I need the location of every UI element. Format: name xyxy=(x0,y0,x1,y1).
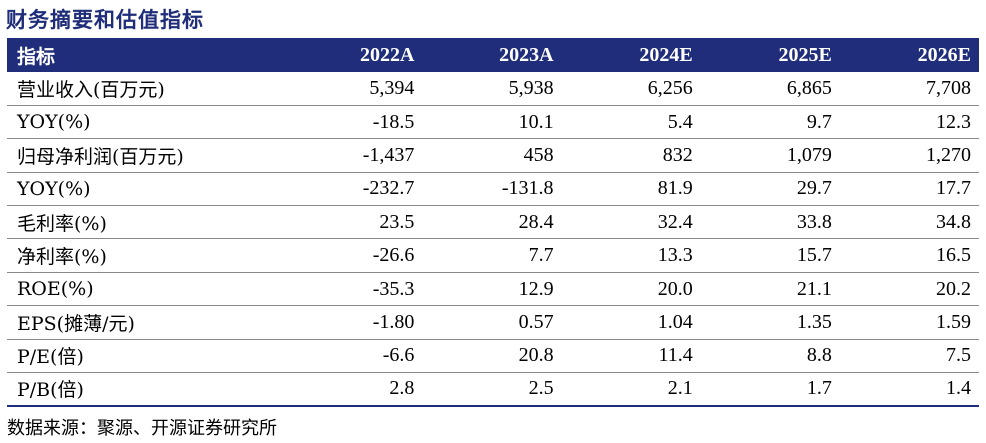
row-label: EPS(摊薄/元) xyxy=(17,312,135,335)
table-row: YOY(%) -232.7 -131.8 81.9 29.7 17.7 xyxy=(7,172,979,206)
financial-summary-table-container: 指标 2022A 2023A 2024E 2025E 2026E 营业收入(百万… xyxy=(7,38,979,407)
table-row: 毛利率(%) 23.5 28.4 32.4 33.8 34.8 xyxy=(7,206,979,239)
table-cell: 21.1 xyxy=(796,277,832,300)
row-label: P/E(倍) xyxy=(17,346,84,369)
table-cell: 5,938 xyxy=(508,76,554,99)
table-cell: -131.8 xyxy=(501,177,554,200)
table-cell: 1.35 xyxy=(796,310,832,333)
table-cell: 28.4 xyxy=(518,210,554,233)
row-label: ROE(%) xyxy=(17,278,94,301)
header-cell-2025e: 2025E xyxy=(778,43,832,66)
table-cell: 5.4 xyxy=(667,110,693,133)
table-cell: -1,437 xyxy=(362,143,415,166)
table-cell: 6,256 xyxy=(647,76,693,99)
row-label: 归母净利润(百万元) xyxy=(17,145,184,168)
row-label: 净利率(%) xyxy=(17,246,107,269)
table-row: P/E(倍) -6.6 20.8 11.4 8.8 7.5 xyxy=(7,339,979,373)
table-cell: 16.5 xyxy=(936,244,971,267)
table-cell: 12.3 xyxy=(936,110,971,133)
table-row: 归母净利润(百万元) -1,437 458 832 1,079 1,270 xyxy=(7,139,979,173)
table-cell: 832 xyxy=(662,143,693,166)
table-cell: -26.6 xyxy=(372,244,415,267)
table-cell: 7.5 xyxy=(946,344,971,367)
table-cell: 7,708 xyxy=(926,76,971,99)
row-label: 营业收入(百万元) xyxy=(17,78,165,101)
table-row: 营业收入(百万元) 5,394 5,938 6,256 6,865 7,708 xyxy=(7,72,979,106)
table-cell: 20.2 xyxy=(936,277,971,300)
table-cell: 0.57 xyxy=(518,310,554,333)
table-cell: -18.5 xyxy=(372,110,415,133)
table-cell: 458 xyxy=(523,143,554,166)
table-cell: 20.0 xyxy=(657,277,693,300)
table-cell: 29.7 xyxy=(796,177,832,200)
table-row: 净利率(%) -26.6 7.7 13.3 15.7 16.5 xyxy=(7,239,979,273)
table-cell: 15.7 xyxy=(796,244,832,267)
table-row: P/B(倍) 2.8 2.5 2.1 1.7 1.4 xyxy=(7,373,979,406)
table-cell: 1.59 xyxy=(936,310,971,333)
row-label: YOY(%) xyxy=(17,177,91,200)
table-cell: 1,079 xyxy=(786,143,832,166)
header-cell-2026e: 2026E xyxy=(917,43,971,66)
table-cell: 2.1 xyxy=(667,377,693,400)
table-header-row: 指标 2022A 2023A 2024E 2025E 2026E xyxy=(7,38,979,72)
table-row: EPS(摊薄/元) -1.80 0.57 1.04 1.35 1.59 xyxy=(7,306,979,340)
table-row: YOY(%) -18.5 10.1 5.4 9.7 12.3 xyxy=(7,105,979,139)
table-cell: 10.1 xyxy=(518,110,554,133)
table-cell: 1.7 xyxy=(806,377,832,400)
table-row: ROE(%) -35.3 12.9 20.0 21.1 20.2 xyxy=(7,272,979,306)
table-cell: 8.8 xyxy=(806,344,832,367)
table-cell: 33.8 xyxy=(796,210,832,233)
header-cell-indicator: 指标 xyxy=(17,45,56,68)
table-cell: 20.8 xyxy=(518,344,554,367)
table-cell: 17.7 xyxy=(936,177,971,200)
table-cell: 34.8 xyxy=(936,210,971,233)
table-cell: 12.9 xyxy=(518,277,554,300)
table-cell: 32.4 xyxy=(657,210,693,233)
table-cell: 2.8 xyxy=(389,377,415,400)
table-cell: 81.9 xyxy=(657,177,693,200)
table-cell: -1.80 xyxy=(372,310,415,333)
table-cell: -232.7 xyxy=(362,177,415,200)
table-cell: 11.4 xyxy=(658,344,693,367)
table-cell: 7.7 xyxy=(528,244,554,267)
data-source-note: 数据来源：聚源、开源证券研究所 xyxy=(7,418,277,439)
header-cell-2023a: 2023A xyxy=(499,43,554,66)
table-cell: 23.5 xyxy=(379,210,415,233)
row-label: P/B(倍) xyxy=(17,379,84,402)
header-cell-2022a: 2022A xyxy=(359,43,415,66)
table-title: 财务摘要和估值指标 xyxy=(6,7,204,32)
table-cell: 1.4 xyxy=(946,377,971,400)
row-label: 毛利率(%) xyxy=(17,212,107,235)
table-cell: -35.3 xyxy=(372,277,415,300)
row-label: YOY(%) xyxy=(17,111,91,134)
table-cell: -6.6 xyxy=(382,344,415,367)
table-cell: 1,270 xyxy=(926,143,971,166)
financial-summary-table: 指标 2022A 2023A 2024E 2025E 2026E 营业收入(百万… xyxy=(7,38,979,407)
table-cell: 1.04 xyxy=(657,310,693,333)
table-cell: 5,394 xyxy=(369,76,415,99)
table-cell: 9.7 xyxy=(806,110,832,133)
table-cell: 6,865 xyxy=(786,76,832,99)
header-cell-2024e: 2024E xyxy=(639,43,693,66)
table-cell: 13.3 xyxy=(657,244,693,267)
table-cell: 2.5 xyxy=(528,377,554,400)
